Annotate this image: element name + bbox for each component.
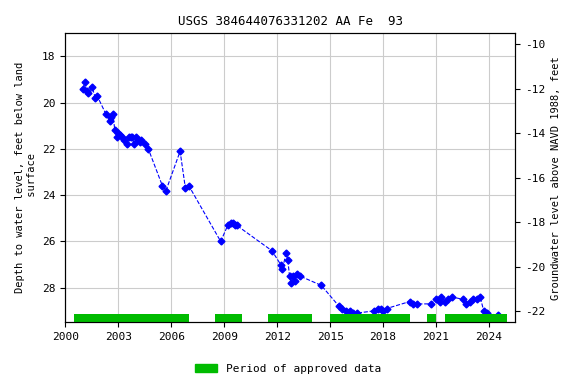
Bar [427,314,436,322]
Y-axis label: Depth to water level, feet below land
 surface: Depth to water level, feet below land su… [15,62,37,293]
Bar [74,314,189,322]
Bar [330,314,410,322]
Legend: Period of approved data: Period of approved data [191,359,385,379]
Y-axis label: Groundwater level above NAVD 1988, feet: Groundwater level above NAVD 1988, feet [551,56,561,300]
Bar [215,314,242,322]
Bar [268,314,313,322]
Bar [445,314,507,322]
Title: USGS 384644076331202 AA Fe  93: USGS 384644076331202 AA Fe 93 [178,15,403,28]
